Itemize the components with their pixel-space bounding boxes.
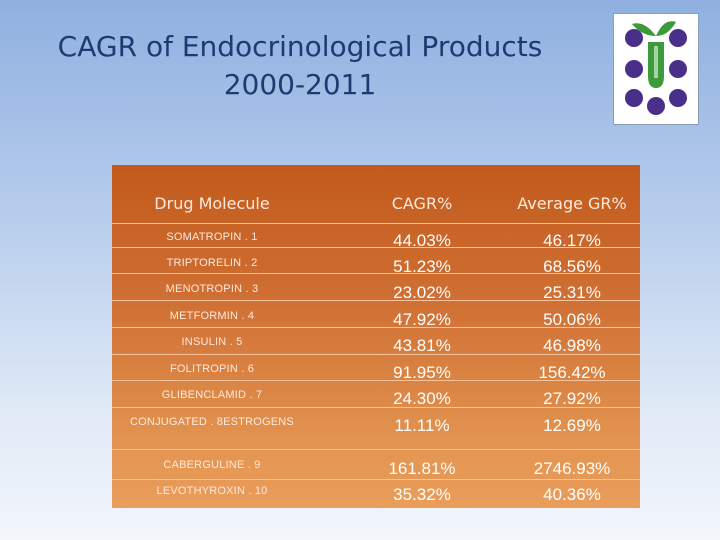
title-line-2: 2000-2011 <box>223 68 377 101</box>
average-gr-value: 12.69% <box>543 416 601 435</box>
drug-name: INSULIN . 5 <box>181 336 243 348</box>
average-gr-value: 46.17% <box>543 231 601 250</box>
drug-name: FOLITROPIN . 6 <box>169 363 255 375</box>
row-divider <box>112 223 640 224</box>
average-gr-value: 40.36% <box>543 485 601 504</box>
logo-dot <box>647 97 665 115</box>
table-header-row: Drug Molecule CAGR% Average GR% <box>112 194 640 220</box>
row-divider <box>112 354 640 355</box>
logo-dot <box>625 89 643 107</box>
drug-name: CONJUGATED . 8ESTROGENS <box>130 416 294 428</box>
average-gr-value: 2746.93% <box>533 459 611 478</box>
row-divider <box>112 380 640 381</box>
header-average-gr: Average GR% <box>517 194 627 213</box>
title-line-1: CAGR of Endocrinological Products <box>57 30 543 63</box>
cagr-value: 161.81% <box>388 459 456 478</box>
drug-name: TRIPTORELIN . 2 <box>166 257 258 269</box>
cagr-value: 11.11% <box>394 416 450 435</box>
table-row: FOLITROPIN . 6 91.95% 156.42% <box>112 363 640 389</box>
cagr-value: 51.23% <box>393 257 451 276</box>
company-logo <box>613 13 699 125</box>
table-row: CABERGULINE . 9 161.81% 2746.93% <box>112 459 640 485</box>
table-row: CONJUGATED . 8ESTROGENS 11.11% 12.69% <box>112 416 640 442</box>
logo-dot <box>625 60 643 78</box>
table-row: LEVOTHYROXIN . 10 35.32% 40.36% <box>112 485 640 507</box>
table-row: MENOTROPIN . 3 23.02% 25.31% <box>112 283 640 309</box>
row-divider <box>112 449 640 450</box>
table-row: TRIPTORELIN . 2 51.23% 68.56% <box>112 257 640 283</box>
drug-name: CABERGULINE . 9 <box>163 459 261 471</box>
logo-dot <box>669 89 687 107</box>
table-row: INSULIN . 5 43.81% 46.98% <box>112 336 640 362</box>
average-gr-value: 68.56% <box>543 257 601 276</box>
table-row: GLIBENCLAMID . 7 24.30% 27.92% <box>112 389 640 415</box>
average-gr-value: 46.98% <box>543 336 601 355</box>
cagr-table: Drug Molecule CAGR% Average GR% SOMATROP… <box>112 165 640 508</box>
drug-name: GLIBENCLAMID . 7 <box>161 389 263 401</box>
drug-name: MENOTROPIN . 3 <box>165 283 259 295</box>
header-drug-molecule: Drug Molecule <box>154 194 270 213</box>
plant-sprout-logo-icon <box>625 21 687 115</box>
average-gr-value: 50.06% <box>543 310 601 329</box>
row-divider <box>112 479 640 480</box>
drug-name: METFORMIN . 4 <box>169 310 255 322</box>
drug-name: SOMATROPIN . 1 <box>166 231 258 243</box>
row-divider <box>112 300 640 301</box>
slide-title: CAGR of Endocrinological Products 2000-2… <box>0 28 600 104</box>
average-gr-value: 27.92% <box>543 389 601 408</box>
logo-sprout-leaf-left <box>632 23 656 36</box>
row-divider <box>112 273 640 274</box>
table-row: SOMATROPIN . 1 44.03% 46.17% <box>112 231 640 257</box>
logo-dot <box>625 29 643 47</box>
cagr-value: 47.92% <box>393 310 451 329</box>
cagr-value: 35.32% <box>393 485 451 504</box>
average-gr-value: 25.31% <box>543 283 601 302</box>
cagr-value: 43.81% <box>393 336 451 355</box>
cagr-value: 91.95% <box>393 363 451 382</box>
table-row: METFORMIN . 4 47.92% 50.06% <box>112 310 640 336</box>
logo-dot <box>669 60 687 78</box>
average-gr-value: 156.42% <box>538 363 606 382</box>
cagr-value: 23.02% <box>393 283 451 302</box>
header-cagr: CAGR% <box>391 194 453 213</box>
row-divider <box>112 327 640 328</box>
logo-dot <box>669 29 687 47</box>
cagr-value: 24.30% <box>393 389 451 408</box>
logo-sprout-highlight <box>654 46 658 78</box>
drug-name: LEVOTHYROXIN . 10 <box>156 485 268 497</box>
row-divider <box>112 247 640 248</box>
row-divider <box>112 407 640 408</box>
logo-sprout-leaf-right <box>656 21 676 36</box>
cagr-value: 44.03% <box>393 231 451 250</box>
